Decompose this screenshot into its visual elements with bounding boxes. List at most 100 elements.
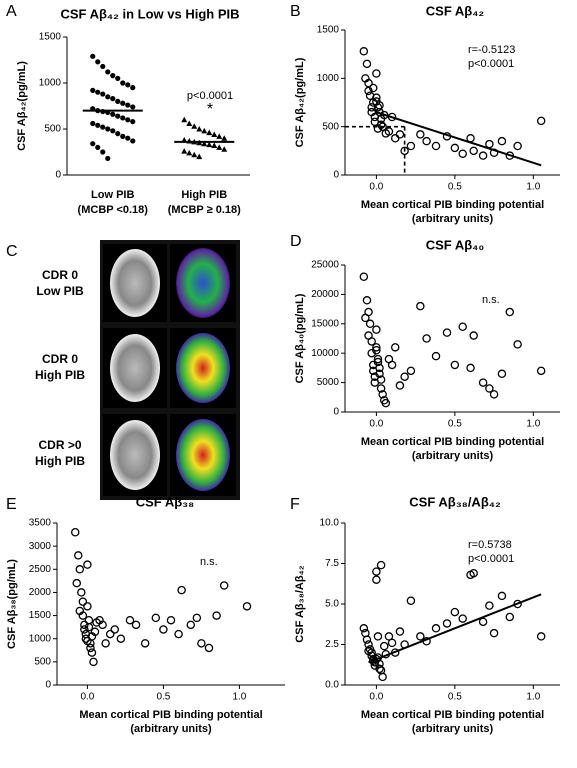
- chart-title: CSF Aβ₃₈/Aβ₄₂: [409, 494, 501, 509]
- data-point: [466, 363, 475, 373]
- data-point: [216, 144, 223, 150]
- data-point: [130, 138, 136, 144]
- data-point: [120, 133, 126, 139]
- data-point: [83, 602, 92, 611]
- data-point: [219, 581, 229, 590]
- y-tick-label: 0: [333, 170, 339, 181]
- data-point: [166, 615, 176, 625]
- data-point: [181, 116, 188, 123]
- data-point: [74, 551, 83, 560]
- y-tick-label: 15000: [311, 318, 339, 329]
- y-tick-label: 500: [322, 121, 339, 132]
- data-point: [372, 567, 381, 576]
- panel-letter: B: [290, 3, 301, 20]
- y-tick-label: 0: [45, 680, 51, 691]
- data-point: [469, 331, 478, 340]
- data-point: [95, 59, 101, 65]
- x-tick-label: 0.0: [369, 692, 383, 703]
- data-point: [505, 307, 515, 317]
- chart-panel: B CSF Aβ₄₂ CSF Aβ₄₂(pg/mL) 0 500 1000 1500 r=-0…: [290, 3, 560, 225]
- data-point: [372, 93, 381, 102]
- data-point: [362, 59, 372, 69]
- data-point: [151, 613, 161, 623]
- data-point: [367, 103, 376, 112]
- pet-scan: [176, 248, 230, 318]
- data-point: [373, 103, 383, 112]
- data-point: [378, 390, 387, 399]
- data-point: [489, 628, 499, 638]
- data-point: [196, 126, 203, 132]
- data-point: [115, 113, 121, 119]
- panel-letter: D: [290, 233, 302, 250]
- data-point: [95, 122, 101, 128]
- data-point: [365, 319, 375, 329]
- data-point: [376, 375, 386, 384]
- data-point: [120, 115, 126, 121]
- y-tick-label: 2.5: [325, 639, 339, 650]
- y-tick-label: 25000: [311, 260, 339, 271]
- data-point: [422, 136, 431, 146]
- data-point: [221, 146, 228, 152]
- y-axis-label: CSF Aβ₃₈/Aβ₄₂: [294, 565, 306, 642]
- annotation: p<0.0001: [468, 553, 514, 565]
- data-point: [489, 390, 499, 399]
- data-point: [395, 130, 405, 139]
- y-tick-label: 1000: [39, 78, 62, 89]
- mri-scan: [110, 249, 160, 317]
- data-point: [191, 123, 198, 129]
- data-point: [105, 94, 111, 100]
- data-point: [87, 648, 97, 657]
- x-tick-label: 0.5: [448, 182, 462, 193]
- data-point: [416, 301, 425, 311]
- x-tick-label: (MCBP ≥ 0.18): [168, 204, 241, 216]
- y-tick-label: 10.0: [320, 518, 340, 529]
- y-tick-label: 10000: [311, 348, 339, 359]
- x-tick-label: High PIB: [181, 189, 227, 201]
- data-point: [395, 627, 405, 636]
- data-point: [442, 619, 452, 628]
- data-point: [125, 102, 131, 108]
- y-tick-label: 5.0: [325, 599, 339, 610]
- y-tick-label: 3500: [29, 518, 52, 529]
- data-point: [458, 614, 467, 623]
- y-tick-label: 2500: [29, 564, 52, 575]
- x-tick-label: 0.5: [156, 692, 170, 703]
- data-point: [177, 585, 186, 595]
- panel-letter: C: [6, 243, 18, 260]
- data-point: [458, 149, 467, 158]
- data-point: [372, 69, 381, 78]
- data-point: [72, 578, 82, 588]
- data-point: [450, 607, 460, 617]
- data-point: [372, 346, 381, 355]
- y-axis-label: CSF Aβ₄₀(pg/mL): [294, 293, 306, 383]
- chart-title: CSF Aβ₄₂: [426, 3, 485, 18]
- data-point: [125, 117, 131, 123]
- x-axis-label: (arbitrary units): [130, 723, 212, 735]
- y-tick-label: 5000: [317, 377, 340, 388]
- data-point: [373, 357, 383, 367]
- data-point: [110, 625, 120, 634]
- data-point: [95, 144, 101, 150]
- x-tick-label: 1.0: [526, 419, 540, 430]
- data-point: [422, 334, 431, 343]
- data-point: [100, 124, 106, 130]
- panel-letter: F: [290, 496, 300, 513]
- chart-panel: E CSF Aβ₃₈ CSF Aβ₃₈(pg/mL) 0 500 1000 1500 2000…: [6, 494, 285, 735]
- annotation: n.s.: [200, 556, 218, 568]
- data-point: [485, 384, 494, 393]
- data-point: [110, 96, 116, 102]
- data-point: [469, 568, 478, 578]
- data-point: [379, 641, 389, 651]
- data-point: [196, 153, 203, 160]
- image-panel: C CDR 0 Low PIB CDR 0 High PIB CDR >0 Hi…: [6, 240, 240, 500]
- data-point: [105, 155, 111, 162]
- data-point: [372, 575, 381, 584]
- data-point: [186, 120, 193, 126]
- mri-scan: [110, 334, 160, 402]
- data-point: [201, 127, 208, 134]
- x-tick-label: 0.5: [448, 419, 462, 430]
- data-point: [361, 313, 370, 323]
- data-point: [505, 612, 515, 622]
- data-point: [536, 632, 546, 641]
